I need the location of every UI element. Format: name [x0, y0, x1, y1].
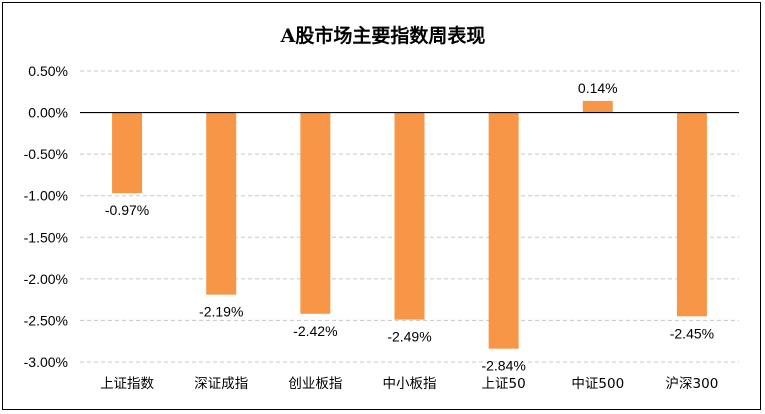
bar [676, 112, 707, 317]
chart-frame [2, 2, 761, 410]
x-category-label: 创业板指 [288, 376, 342, 392]
x-category-label: 上证指数 [100, 376, 154, 392]
bar [582, 100, 613, 113]
x-category-label: 沪深300 [666, 376, 719, 392]
bar [394, 112, 425, 320]
x-axis-categories: 上证指数 深证成指 创业板指 中小板指 上证50 中证500 沪深300 [100, 376, 718, 392]
x-category-label: 中证500 [571, 376, 624, 392]
chart-title: A股市场主要指数周表现 [280, 24, 486, 47]
y-tick-label: -2.00% [24, 271, 68, 287]
data-labels: -0.97% -2.19% -2.42% -2.49% -2.84% 0.14% -2.45… [105, 80, 714, 374]
x-category-label: 上证50 [482, 376, 526, 392]
data-label: -2.42% [293, 323, 337, 339]
bars [112, 100, 707, 349]
y-tick-label: 0.50% [28, 63, 68, 79]
data-label: -2.84% [481, 358, 525, 374]
data-label: -2.19% [199, 304, 243, 320]
y-tick-label: -1.00% [24, 188, 68, 204]
y-tick-label: -0.50% [24, 146, 68, 162]
x-category-label: 中小板指 [383, 376, 437, 392]
bar [488, 112, 519, 349]
y-tick-label: -1.50% [24, 229, 68, 245]
y-axis-ticks: 0.50% 0.00% -0.50% -1.00% -1.50% -2.00% -2.50%… [24, 63, 68, 370]
data-label: -2.45% [670, 325, 714, 341]
data-label: -0.97% [105, 202, 149, 218]
bar [112, 112, 143, 194]
data-label: -2.49% [387, 329, 431, 345]
bar [300, 112, 331, 314]
y-tick-label: 0.00% [28, 105, 68, 121]
y-tick-label: -3.00% [24, 354, 68, 370]
data-label: 0.14% [578, 80, 618, 96]
x-category-label: 深证成指 [194, 376, 248, 392]
bar [206, 112, 237, 295]
y-tick-label: -2.50% [24, 312, 68, 328]
